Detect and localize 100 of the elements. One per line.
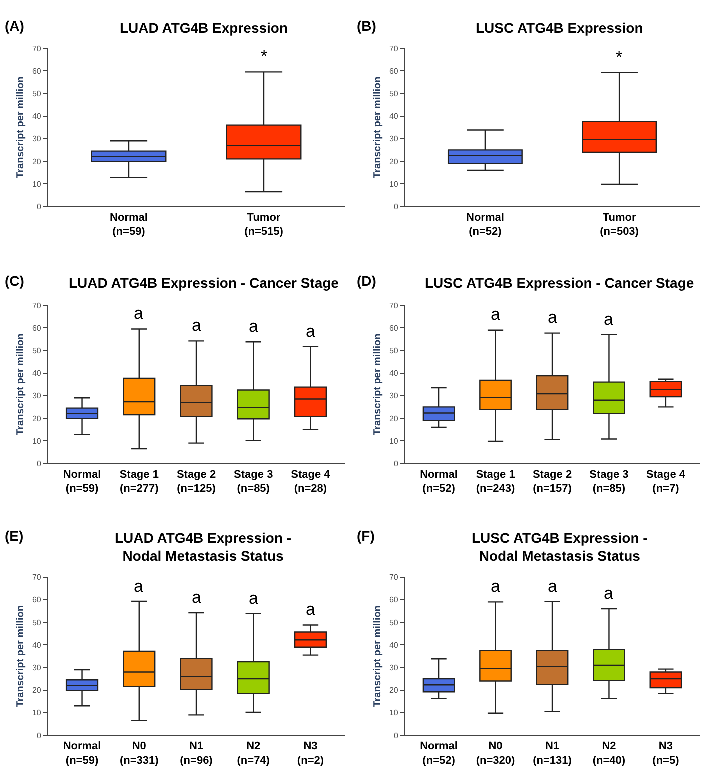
annotation: * [616,48,623,67]
y-axis-title: Transcript per million [372,606,384,708]
y-tick-label: 70 [389,301,399,310]
y-tick-label: 30 [389,392,399,401]
x-tick-label: N2 (n=40) [592,740,626,768]
y-tick-label: 70 [32,573,42,582]
x-tick-label: N1 (n=131) [533,740,572,768]
annotation: a [249,317,259,336]
y-tick-label: 70 [389,44,399,54]
y-tick-label: 50 [389,89,399,98]
x-tick-label: N3 (n=5) [652,740,680,768]
y-tick-label: 50 [32,89,42,98]
x-tick-label: N0 (n=320) [476,740,516,768]
y-tick-label: 60 [32,324,42,333]
annotation: a [491,577,501,596]
y-tick-label: 50 [32,346,42,356]
chart-title: LUSC ATG4B Expression [476,20,644,36]
annotation: a [604,310,614,329]
y-tick-label: 50 [32,618,42,628]
y-axis-title: Transcript per million [372,76,384,178]
text: (D) [357,273,376,289]
y-tick-label: 0 [36,459,42,468]
y-tick-label: 20 [32,414,42,424]
y-tick-label: 0 [394,459,399,468]
annotation: * [261,47,268,66]
text: (A) [5,18,24,34]
x-tick-label: Normal (n=59) [63,468,102,496]
x-tick-label: Tumor (n=503) [600,212,640,238]
annotation: a [306,600,316,619]
annotation: a [548,308,558,327]
x-tick-label: Normal (n=52) [466,212,504,238]
x-tick-label: N3 (n=2) [297,740,324,768]
chart-title: LUSC ATG4B Expression - Cancer Stage [425,275,694,291]
y-tick-label: 60 [32,596,42,605]
y-tick-label: 60 [389,324,399,333]
y-tick-label: 60 [32,66,42,76]
chart-title: LUAD ATG4B Expression [120,20,288,36]
annotation: a [249,589,259,608]
y-axis-title: Transcript per million [372,334,384,436]
x-tick-label: Stage 3 (n=85) [590,468,629,496]
chart-title: LUSC ATG4B Expression - Nodal Metastasis Status [472,530,648,564]
text: (B) [357,18,376,34]
text: (F) [357,528,375,544]
y-tick-label: 30 [32,664,42,673]
x-tick-label: Stage 2 (n=157) [532,468,572,496]
y-tick-label: 10 [389,180,399,189]
annotation: a [134,304,144,323]
y-axis-title: Transcript per million [15,334,26,436]
y-tick-label: 50 [389,618,399,628]
y-tick-label: 30 [389,134,399,144]
y-tick-label: 10 [389,708,399,718]
chart-title: LUAD ATG4B Expression - Cancer Stage [69,275,340,291]
y-tick-label: 20 [389,157,399,166]
x-tick-label: N2 (n=74) [237,740,270,768]
x-tick-label: Tumor (n=515) [244,212,284,238]
y-tick-label: 40 [389,640,399,650]
y-tick-label: 30 [389,664,399,673]
x-tick-label: Normal (n=52) [420,740,458,768]
y-tick-label: 20 [32,157,42,166]
annotation: a [134,577,144,596]
y-tick-label: 0 [36,731,42,740]
y-tick-label: 10 [32,708,42,718]
y-tick-label: 0 [36,202,42,212]
y-tick-label: 40 [389,112,399,122]
annotation: a [192,316,202,335]
x-tick-label: N1 (n=96) [180,740,214,768]
x-tick-label: Normal (n=59) [110,212,148,238]
y-tick-label: 30 [32,392,42,401]
y-tick-label: 0 [394,202,399,212]
y-tick-label: 70 [389,573,399,582]
y-tick-label: 20 [32,686,42,696]
y-tick-label: 50 [389,346,399,356]
text: (C) [5,273,24,289]
y-tick-label: 40 [32,640,42,650]
x-tick-label: Stage 3 (n=85) [234,468,274,496]
annotation: a [548,577,558,596]
x-tick-label: Stage 4 (n=7) [646,468,686,496]
x-tick-label: Stage 2 (n=125) [176,468,216,496]
chart-title: LUAD ATG4B Expression - Nodal Metastasis Status [115,530,292,564]
y-tick-label: 20 [389,686,399,696]
y-tick-label: 70 [32,44,42,54]
annotation: a [604,584,614,603]
y-tick-label: 60 [389,596,399,605]
y-tick-label: 30 [32,134,42,144]
y-axis-title: Transcript per million [15,76,26,178]
y-tick-label: 10 [32,436,42,446]
y-axis-title: Transcript per million [15,606,26,708]
x-tick-label: Stage 4 (n=28) [291,468,332,496]
x-tick-label: Normal (n=52) [420,468,458,496]
y-tick-label: 70 [32,301,42,310]
x-tick-label: N0 (n=331) [120,740,160,768]
y-tick-label: 40 [32,369,42,378]
y-tick-label: 10 [389,436,399,446]
x-tick-label: Normal (n=59) [63,740,102,768]
annotation: a [491,305,501,324]
y-tick-label: 10 [32,180,42,189]
x-tick-label: Stage 1 (n=243) [476,468,516,496]
x-tick-label: Stage 1 (n=277) [120,468,160,496]
annotation: a [192,588,202,607]
y-tick-label: 20 [389,414,399,424]
